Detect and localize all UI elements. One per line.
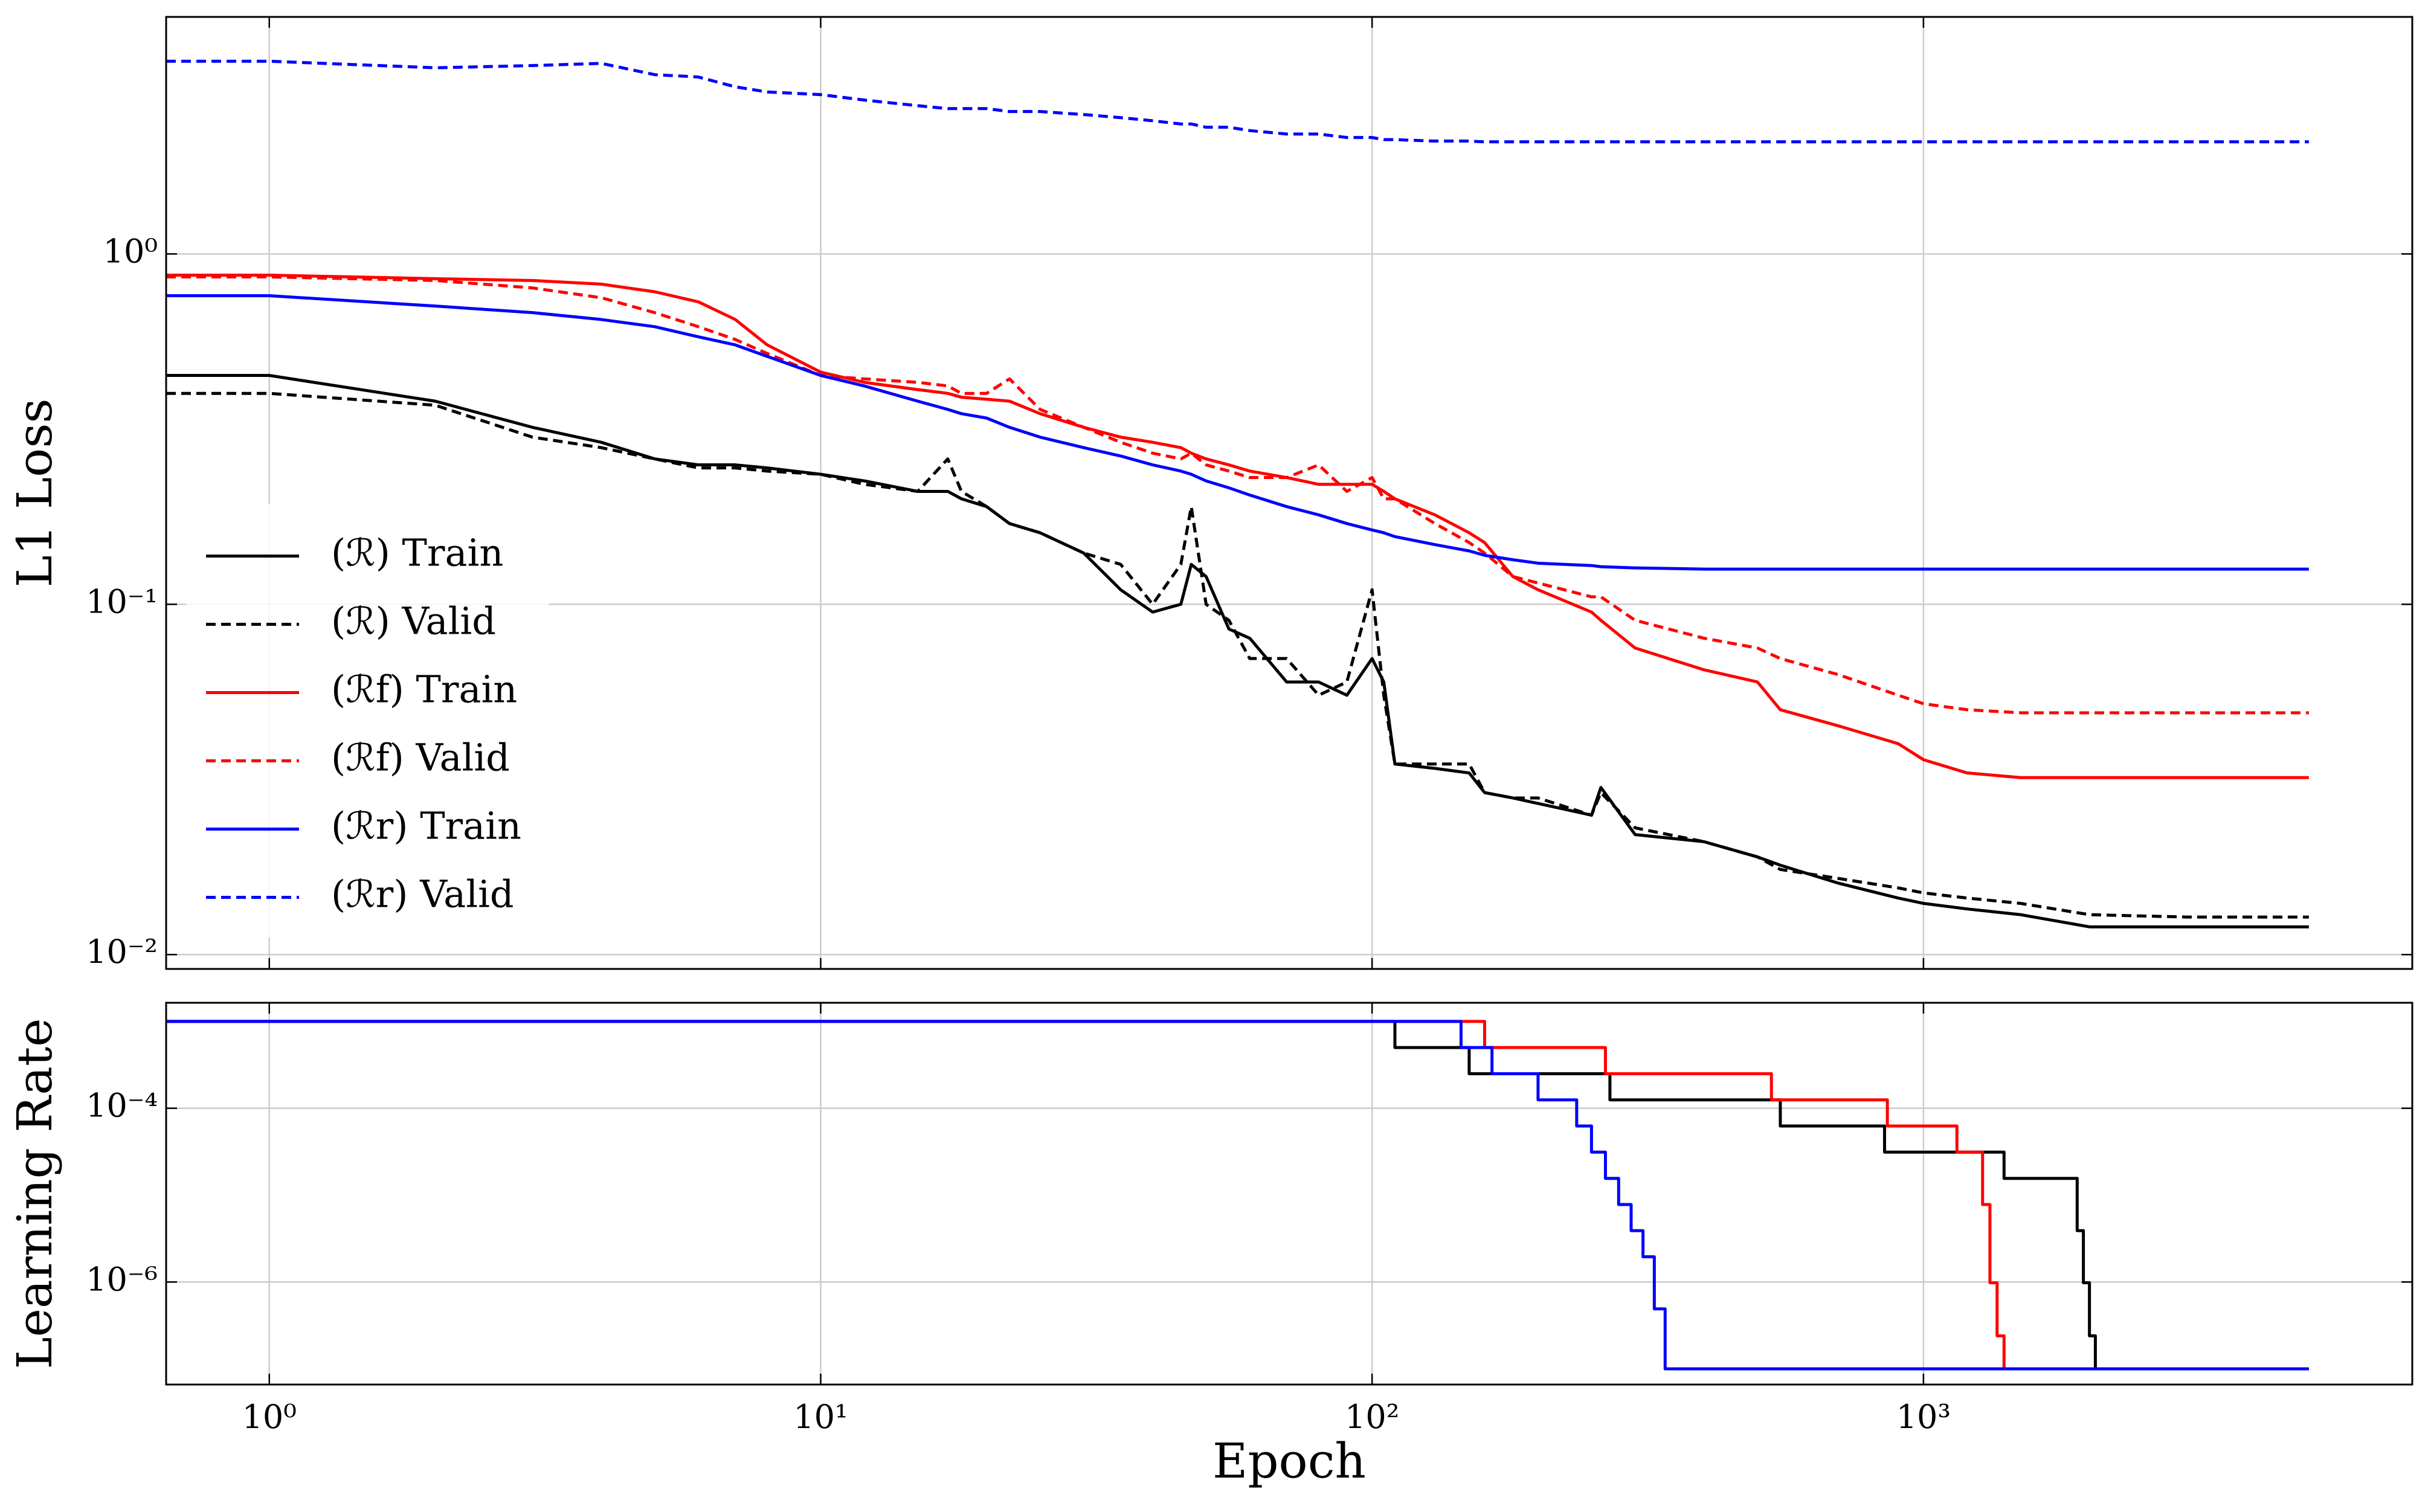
y-tick-label: 10⁻² [86,933,158,971]
legend-label: (ℛ) Valid [331,599,496,643]
x-tick-label: 10² [1345,1398,1399,1436]
y-tick-label: 10⁻⁶ [86,1260,158,1298]
x-tick-label: 10³ [1896,1398,1951,1436]
legend-label: (ℛr) Train [331,804,521,848]
series-line [166,274,2309,779]
plot-area [166,1020,2309,1371]
legend-label: (ℛf) Train [331,668,517,712]
legend-label: (ℛf) Valid [331,736,510,780]
series-line [166,294,2309,571]
series-line [166,275,2309,715]
series-line [166,1020,2309,1371]
axes-frame [165,1002,2413,1386]
axes-frame [165,16,2413,970]
legend-box [186,504,549,938]
y-tick-label: 10⁰ [103,232,158,270]
y-axis-label: L1 Loss [7,399,63,588]
legend-label: (ℛr) Valid [331,872,514,916]
y-tick-label: 10⁻⁴ [86,1087,158,1125]
y-axis-label: Learning Rate [7,1018,63,1369]
series-line [166,391,2309,919]
y-tick-label: 10⁻¹ [86,582,158,620]
legend-label: (ℛ) Train [331,531,503,575]
series-line [166,1020,2309,1371]
series-line [166,59,2309,144]
x-tick-label: 10¹ [793,1398,848,1436]
x-tick-label: 10⁰ [242,1398,297,1436]
plot-area [166,59,2309,928]
series-line [166,374,2309,928]
series-line [166,1020,2309,1371]
x-axis-label: Epoch [1212,1433,1366,1489]
